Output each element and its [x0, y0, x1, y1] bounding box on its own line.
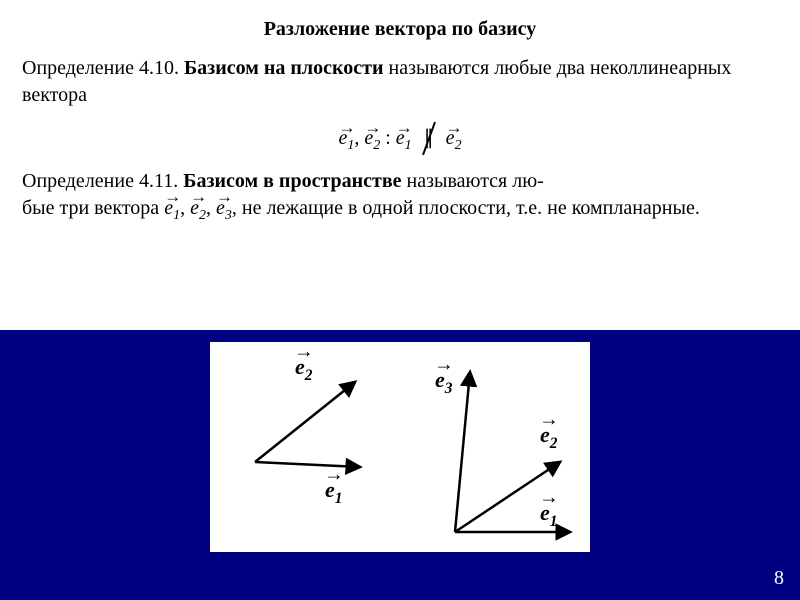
vector-e1: →e1: [164, 195, 180, 226]
vector-sub: 1: [173, 208, 180, 223]
vector-sub: 2: [373, 138, 380, 153]
separator: ,: [354, 127, 364, 149]
vector-e2b: → e2: [446, 127, 462, 154]
page-title: Разложение вектора по базису: [0, 0, 800, 41]
vector-sub: 2: [199, 208, 206, 223]
vector-e1: → e1: [338, 127, 354, 154]
equation-basis-2d: → e1 , → e2 : → e1 ∥ → e2: [0, 125, 800, 154]
arrow-icon: →: [216, 186, 232, 209]
def-label: Определение 4.10.: [22, 57, 184, 79]
separator: :: [380, 127, 396, 149]
arrow-icon: →: [190, 186, 206, 209]
svg-text:→: →: [294, 342, 314, 363]
figure-band: e1→e2→e1→e2→e3→ 8: [0, 330, 800, 600]
vector-sub: 1: [347, 138, 354, 153]
arrow-icon: →: [364, 118, 380, 138]
page-number: 8: [774, 567, 784, 590]
arrow-icon: →: [164, 186, 180, 209]
basis-diagram: e1→e2→e1→e2→e3→: [210, 342, 590, 552]
def-label: Определение 4.11.: [22, 170, 183, 192]
vector-sub: 1: [405, 138, 412, 153]
svg-text:→: →: [539, 487, 559, 509]
svg-text:→: →: [324, 464, 344, 486]
vector-e2: →e2: [190, 195, 206, 226]
vector-e3: →e3: [216, 195, 232, 226]
vector-e2: → e2: [364, 127, 380, 154]
arrow-icon: →: [396, 118, 412, 138]
vector-sub: 3: [225, 208, 232, 223]
vectors-svg: e1→e2→e1→e2→e3→: [210, 342, 590, 552]
page: Разложение вектора по базису Определение…: [0, 0, 800, 600]
vector-sub: 2: [455, 138, 462, 153]
vector-e1b: → e1: [396, 127, 412, 154]
svg-text:→: →: [434, 354, 454, 376]
arrow-icon: →: [338, 118, 354, 138]
def-term: Базисом на плоскости: [184, 57, 384, 79]
def-text: называются лю-: [402, 170, 544, 192]
arrow-icon: →: [446, 118, 462, 138]
svg-text:→: →: [539, 409, 559, 431]
not-parallel-icon: ∥: [422, 125, 436, 150]
definition-4-10: Определение 4.10. Базисом на плоскости н…: [0, 55, 800, 109]
definition-4-11: Определение 4.11. Базисом в пространстве…: [0, 168, 800, 226]
def-text: бые три вектора: [22, 197, 164, 219]
def-text: , не лежащие в одной плоскости, т.е. не …: [232, 197, 700, 219]
